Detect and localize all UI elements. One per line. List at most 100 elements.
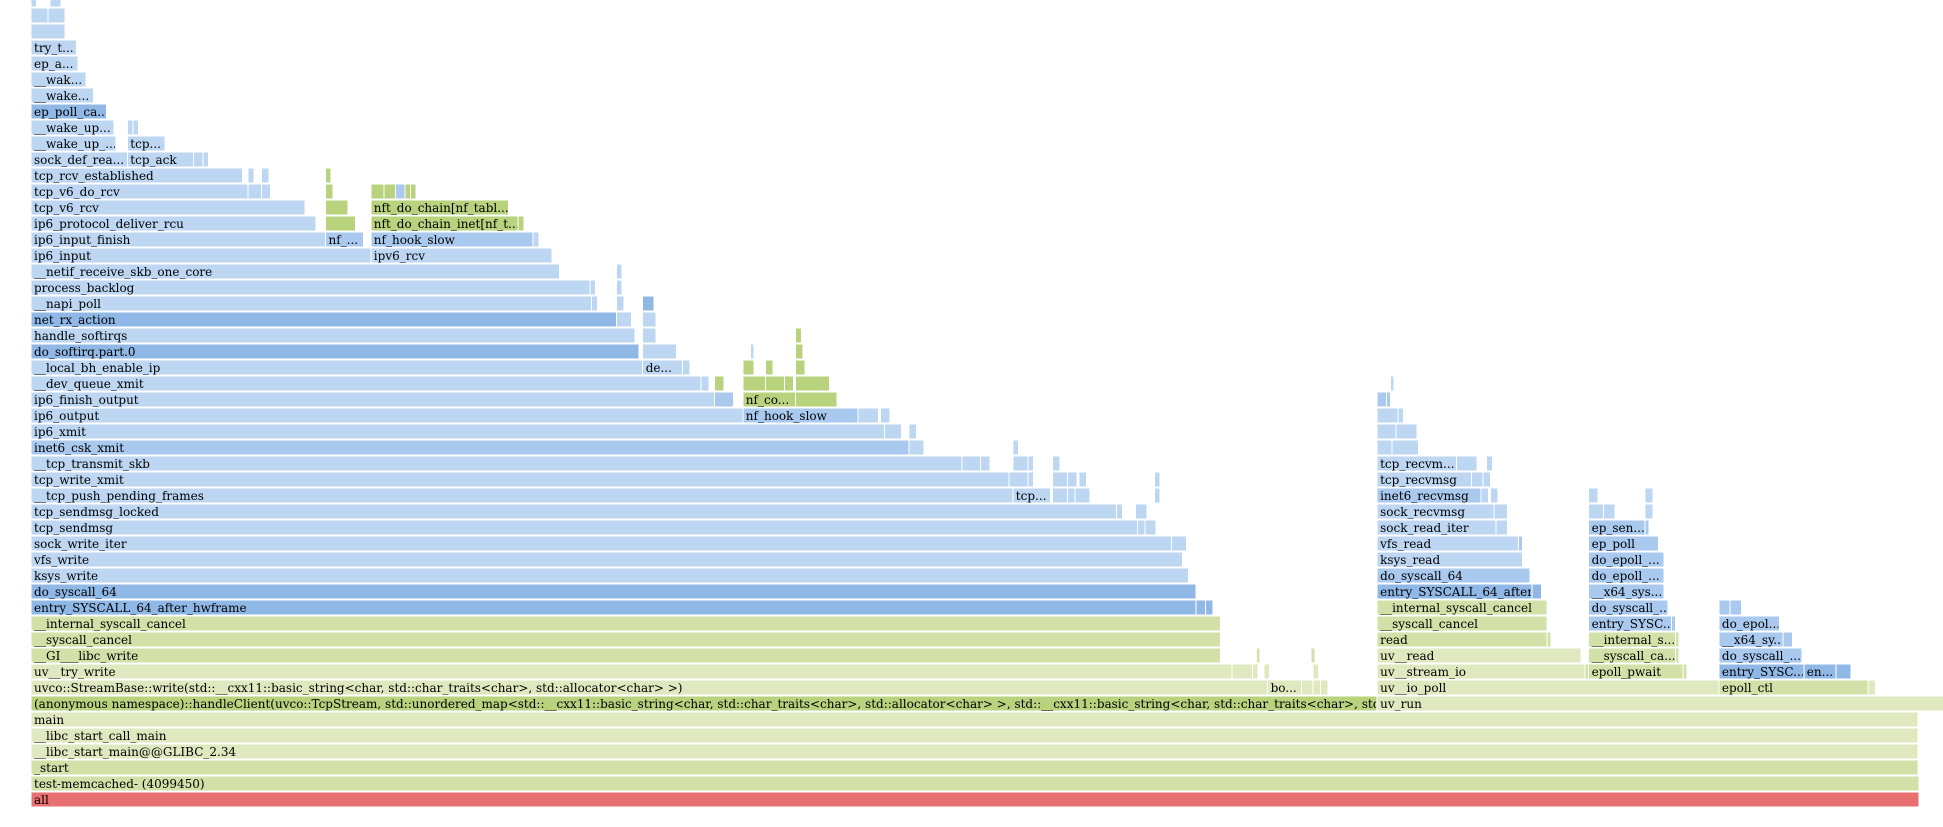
frame-unnamed[interactable] [1012, 455, 1029, 472]
frame-unnamed[interactable] [1782, 631, 1793, 648]
frame-tcp-v6-do-rcv[interactable]: tcp_v6_do_rcv [30, 183, 249, 200]
frame-sock-write-iter[interactable]: sock_write_iter [30, 535, 1172, 552]
frame-unnamed[interactable] [1588, 503, 1605, 520]
frame-unnamed[interactable] [247, 183, 262, 200]
frame-vfs-write[interactable]: vfs_write [30, 551, 1184, 568]
frame-ep-poll[interactable]: ep_poll [1588, 535, 1659, 552]
frame-unnamed[interactable] [1027, 471, 1035, 488]
frame-ip6-finish-output[interactable]: ip6_finish_output [30, 391, 715, 408]
frame-unnamed[interactable] [404, 183, 411, 200]
frame-gi-libc-write[interactable]: __GI___libc_write [30, 647, 1221, 664]
frame-unnamed[interactable] [908, 423, 918, 440]
frame-unnamed[interactable] [260, 183, 272, 200]
frame-unnamed[interactable] [1455, 455, 1478, 472]
frame-nft-do-chain-nf-tabl[interactable]: nft_do_chain[nf_tabl... [370, 199, 510, 216]
frame-wak[interactable]: __wak... [30, 71, 87, 88]
frame-napi-poll[interactable]: __napi_poll [30, 295, 593, 312]
frame-do-epoll[interactable]: do_epoll_... [1588, 567, 1665, 584]
frame-unnamed[interactable] [795, 343, 804, 360]
frame-unnamed[interactable] [764, 375, 785, 392]
frame-tcp[interactable]: tcp... [126, 135, 166, 152]
frame-unnamed[interactable] [1067, 487, 1076, 504]
frame-unnamed[interactable] [1495, 519, 1508, 536]
frame-unnamed[interactable] [795, 359, 806, 376]
frame-unnamed[interactable] [1644, 503, 1654, 520]
frame-unnamed[interactable] [1389, 375, 1395, 392]
frame-wake[interactable]: __wake... [30, 87, 94, 104]
frame-entry-syscall-64-after-hwframe[interactable]: entry_SYSCALL_64_after_hwframe [30, 599, 1197, 616]
frame-unnamed[interactable] [1136, 519, 1146, 536]
frame-unnamed[interactable] [1835, 663, 1852, 680]
frame-unnamed[interactable] [1674, 631, 1680, 648]
frame-unnamed[interactable] [1027, 455, 1035, 472]
frame-unnamed[interactable] [1489, 487, 1499, 504]
frame-tcp[interactable]: tcp... [1012, 487, 1052, 504]
frame-unnamed[interactable] [783, 375, 795, 392]
frame-x64-sys[interactable]: __x64_sys... [1588, 583, 1665, 600]
frame-do-syscall[interactable]: do_syscall_... [1588, 599, 1671, 616]
frame-vfs-read[interactable]: vfs_read [1376, 535, 1520, 552]
frame-unnamed[interactable] [980, 455, 991, 472]
frame-unnamed[interactable] [1153, 487, 1161, 504]
frame-unnamed[interactable] [642, 311, 657, 328]
frame-unnamed[interactable] [591, 295, 598, 312]
frame-do-syscall-64[interactable]: do_syscall_64 [30, 583, 1197, 600]
frame-unnamed[interactable] [132, 119, 140, 136]
frame-unnamed[interactable] [1012, 439, 1019, 456]
frame-ksys-read[interactable]: ksys_read [1376, 551, 1523, 568]
frame-tcp-rcv-established[interactable]: tcp_rcv_established [30, 167, 243, 184]
frame-unnamed[interactable] [532, 231, 540, 248]
frame-syscall-ca[interactable]: __syscall_ca... [1588, 647, 1676, 664]
frame-unnamed[interactable] [49, 0, 62, 8]
frame-unnamed[interactable] [742, 359, 755, 376]
frame-start[interactable]: _start [30, 759, 1919, 776]
frame-unnamed[interactable] [1051, 455, 1061, 472]
frame-tcp-recvm[interactable]: tcp_recvm... [1376, 455, 1457, 472]
frame-main[interactable]: main [30, 711, 1919, 728]
frame-unnamed[interactable] [325, 215, 357, 232]
frame-unnamed[interactable] [1493, 503, 1508, 520]
frame-unnamed[interactable] [1603, 503, 1616, 520]
frame-unnamed[interactable] [615, 295, 625, 312]
frame-unnamed[interactable] [1867, 679, 1877, 696]
frame-sock-recvmsg[interactable]: sock_recvmsg [1376, 503, 1495, 520]
frame-unnamed[interactable] [883, 423, 902, 440]
frame-syscall-cancel[interactable]: __syscall_cancel [30, 631, 1221, 648]
frame-unnamed[interactable] [1644, 487, 1654, 504]
frame-netif-receive-skb-one-core[interactable]: __netif_receive_skb_one_core [30, 263, 561, 280]
frame-unnamed[interactable] [764, 359, 774, 376]
frame-unnamed[interactable] [615, 279, 623, 296]
frame-unnamed[interactable] [714, 375, 725, 392]
frame-unnamed[interactable] [1584, 663, 1590, 680]
frame-unnamed[interactable] [325, 183, 334, 200]
frame-dev-queue-xmit[interactable]: __dev_queue_xmit [30, 375, 702, 392]
frame-all[interactable]: all [30, 791, 1920, 808]
frame-syscall-cancel[interactable]: __syscall_cancel [1376, 615, 1548, 632]
frame-unnamed[interactable] [1376, 439, 1393, 456]
frame-unnamed[interactable] [857, 407, 880, 424]
frame-uv-try-write[interactable]: uv__try_write [30, 663, 1233, 680]
frame-nf[interactable]: nf_... [325, 231, 364, 248]
frame-ksys-write[interactable]: ksys_write [30, 567, 1189, 584]
frame-tcp-sendmsg-locked[interactable]: tcp_sendmsg_locked [30, 503, 1118, 520]
frame-ep-poll-ca[interactable]: ep_poll_ca... [30, 103, 109, 120]
frame-entry-sysc[interactable]: entry_SYSC... [1588, 615, 1675, 632]
frame-tcp-recvmsg[interactable]: tcp_recvmsg [1376, 471, 1472, 488]
frame-ip6-protocol-deliver-rcu[interactable]: ip6_protocol_deliver_rcu [30, 215, 317, 232]
frame-do-syscall-64[interactable]: do_syscall_64 [1376, 567, 1531, 584]
frame-wake-up[interactable]: __wake_up... [30, 119, 115, 136]
frame-unnamed[interactable] [1074, 487, 1091, 504]
frame-unnamed[interactable] [1718, 599, 1731, 616]
frame-unnamed[interactable] [1671, 615, 1676, 632]
frame-unnamed[interactable] [126, 119, 134, 136]
frame-unnamed[interactable] [1376, 391, 1387, 408]
frame-unnamed[interactable] [615, 311, 632, 328]
frame-en[interactable]: en... [1803, 663, 1837, 680]
frame-unnamed[interactable] [1301, 679, 1314, 696]
frame-read[interactable]: read [1376, 631, 1548, 648]
frame-inet6-csk-xmit[interactable]: inet6_csk_xmit [30, 439, 910, 456]
frame-uv-read[interactable]: uv__read [1376, 647, 1582, 664]
frame-unnamed[interactable] [700, 375, 710, 392]
frame-process-backlog[interactable]: process_backlog [30, 279, 591, 296]
frame-unnamed[interactable] [1051, 487, 1069, 504]
